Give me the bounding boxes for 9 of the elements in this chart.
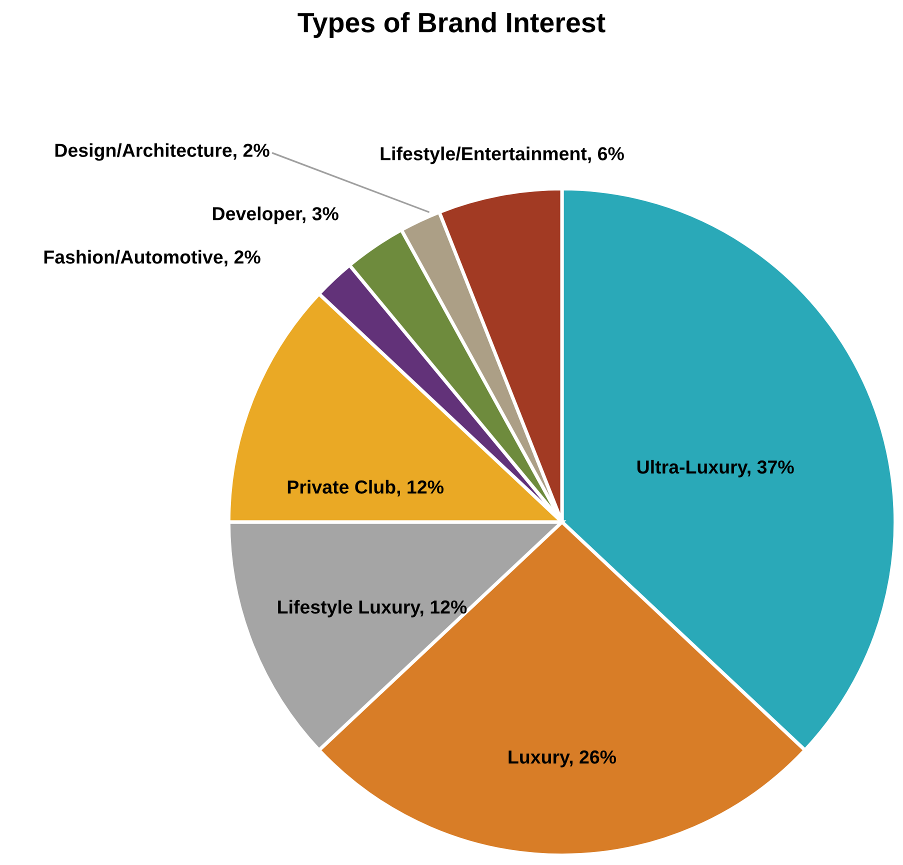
- slice-label: Ultra-Luxury, 37%: [637, 460, 794, 478]
- chart-title: Types of Brand Interest: [298, 12, 606, 38]
- slice-label: Design/Architecture, 2%: [55, 143, 270, 161]
- slice-label: Lifestyle/Entertainment, 6%: [380, 146, 624, 164]
- slice-label: Developer, 3%: [213, 206, 338, 224]
- slice-label: Lifestyle Luxury, 12%: [278, 600, 467, 618]
- slice-label: Fashion/Automotive, 2%: [44, 250, 260, 266]
- slice-label: Luxury, 26%: [508, 750, 616, 768]
- slice-label: Private Club, 12%: [288, 480, 444, 496]
